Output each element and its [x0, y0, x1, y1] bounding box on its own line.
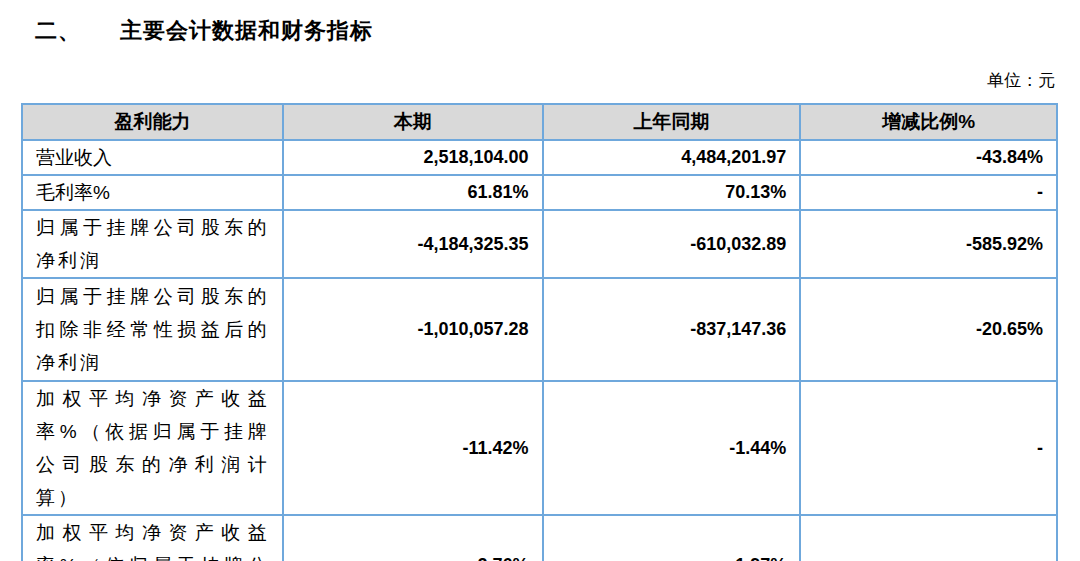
- row-prior-value: -837,147.36: [543, 278, 801, 381]
- row-label: 归属于挂牌公司股东的净利润: [22, 210, 283, 278]
- section-title-text: 主要会计数据和财务指标: [120, 18, 373, 43]
- table-row: 加权平均净资产收益率%（依归属于挂牌公司 -2.76% -1.97% -: [22, 515, 1057, 561]
- row-current-value: 61.81%: [283, 175, 543, 210]
- table-row: 归属于挂牌公司股东的扣除非经常性损益后的净利润 -1,010,057.28 -8…: [22, 278, 1057, 381]
- row-label: 加权平均净资产收益率%（依归属于挂牌公司: [22, 515, 283, 561]
- row-prior-value: 70.13%: [543, 175, 801, 210]
- table-header-row: 盈利能力 本期 上年同期 增减比例%: [22, 104, 1057, 140]
- table-row: 加权平均净资产收益率%（依据归属于挂牌公司股东的净利润计算） -11.42% -…: [22, 381, 1057, 515]
- row-label: 归属于挂牌公司股东的扣除非经常性损益后的净利润: [22, 278, 283, 381]
- column-header-prior-period: 上年同期: [543, 104, 801, 140]
- section-title: 二、主要会计数据和财务指标: [35, 16, 373, 46]
- column-header-current-period: 本期: [283, 104, 543, 140]
- row-change-value: -43.84%: [800, 140, 1057, 175]
- table-row: 营业收入 2,518,104.00 4,484,201.97 -43.84%: [22, 140, 1057, 175]
- row-prior-value: 4,484,201.97: [543, 140, 801, 175]
- column-header-profitability: 盈利能力: [22, 104, 283, 140]
- financial-indicators-table: 盈利能力 本期 上年同期 增减比例% 营业收入 2,518,104.00 4,4…: [21, 103, 1058, 561]
- row-prior-value: -610,032.89: [543, 210, 801, 278]
- row-current-value: -4,184,325.35: [283, 210, 543, 278]
- table-row: 归属于挂牌公司股东的净利润 -4,184,325.35 -610,032.89 …: [22, 210, 1057, 278]
- row-change-value: -585.92%: [800, 210, 1057, 278]
- unit-label: 单位：元: [21, 69, 1055, 92]
- row-change-value: -: [800, 175, 1057, 210]
- section-index: 二、: [35, 16, 120, 46]
- table-body: 营业收入 2,518,104.00 4,484,201.97 -43.84% 毛…: [22, 140, 1057, 561]
- row-prior-value: -1.44%: [543, 381, 801, 515]
- table-row: 毛利率% 61.81% 70.13% -: [22, 175, 1057, 210]
- row-change-value: -20.65%: [800, 278, 1057, 381]
- row-current-value: 2,518,104.00: [283, 140, 543, 175]
- row-label: 毛利率%: [22, 175, 283, 210]
- row-label: 营业收入: [22, 140, 283, 175]
- row-prior-value: -1.97%: [543, 515, 801, 561]
- row-current-value: -2.76%: [283, 515, 543, 561]
- row-current-value: -11.42%: [283, 381, 543, 515]
- row-current-value: -1,010,057.28: [283, 278, 543, 381]
- column-header-change-ratio: 增减比例%: [800, 104, 1057, 140]
- row-change-value: -: [800, 381, 1057, 515]
- row-label: 加权平均净资产收益率%（依据归属于挂牌公司股东的净利润计算）: [22, 381, 283, 515]
- row-change-value: -: [800, 515, 1057, 561]
